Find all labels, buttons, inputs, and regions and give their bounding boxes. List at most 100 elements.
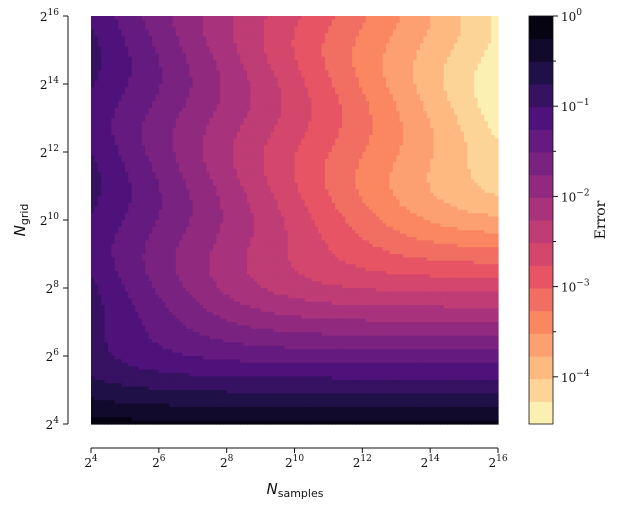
contour-cell: [128, 417, 133, 422]
contour-cell: [169, 148, 173, 153]
contour-cell: [104, 305, 109, 309]
contour-cell: [135, 373, 140, 377]
contour-cell: [175, 80, 180, 85]
contour-cell: [148, 124, 153, 129]
contour-cell: [104, 267, 109, 272]
contour-cell: [107, 396, 112, 401]
contour-cell: [148, 359, 153, 364]
contour-cell: [145, 19, 150, 24]
contour-cell: [145, 315, 150, 320]
contour-cell: [97, 53, 102, 58]
contour-cell: [94, 182, 99, 187]
contour-cell: [158, 162, 163, 167]
contour-cell: [111, 145, 116, 150]
contour-cell: [199, 345, 204, 350]
contour-cell: [152, 141, 157, 146]
contour-cell: [91, 267, 95, 272]
contour-cell: [169, 308, 173, 313]
contour-cell: [158, 362, 163, 367]
contour-cell: [179, 87, 184, 92]
contour-cell: [114, 284, 119, 289]
contour-cell: [162, 305, 167, 309]
contour-cell: [128, 128, 133, 133]
contour-cell: [182, 277, 187, 282]
contour-cell: [118, 50, 123, 54]
contour-cell: [158, 373, 163, 377]
contour-cell: [148, 250, 153, 255]
contour-cell: [152, 393, 157, 398]
contour-cell: [121, 383, 126, 388]
contour-cell: [138, 288, 143, 292]
contour-cell: [179, 305, 184, 309]
contour-cell: [148, 277, 153, 282]
contour-cell: [158, 43, 163, 48]
contour-cell: [138, 155, 143, 160]
contour-cell: [148, 169, 153, 173]
contour-cell: [165, 298, 170, 303]
contour-cell: [158, 328, 163, 333]
contour-cell: [114, 315, 119, 320]
contour-cell: [169, 335, 173, 340]
contour-cell: [182, 420, 187, 425]
contour-cell: [148, 135, 153, 139]
contour-cell: [124, 155, 129, 160]
contour-cell: [172, 345, 177, 350]
contour-cell: [148, 376, 153, 381]
contour-cell: [97, 342, 102, 347]
contour-cell: [162, 294, 167, 299]
contour-cell: [128, 339, 133, 343]
contour-cell: [121, 240, 126, 245]
contour-cell: [152, 240, 157, 245]
contour-cell: [141, 192, 146, 197]
contour-cell: [155, 158, 160, 163]
contour-cell: [128, 26, 133, 31]
contour-cell: [107, 36, 112, 41]
contour-cell: [182, 362, 187, 367]
contour-cell: [118, 379, 123, 384]
contour-cell: [124, 152, 129, 156]
contour-cell: [128, 383, 133, 388]
contour-cell: [148, 281, 153, 286]
contour-cell: [101, 97, 106, 102]
contour-cell: [107, 294, 112, 299]
contour-cell: [165, 189, 170, 194]
contour-cell: [114, 379, 119, 384]
contour-cell: [97, 141, 102, 146]
contour-cell: [94, 352, 99, 357]
contour-cell: [148, 155, 153, 160]
contour-cell: [94, 407, 99, 411]
contour-cell: [152, 277, 157, 282]
contour-cell: [131, 308, 136, 313]
contour-cell: [152, 315, 157, 320]
contour-cell: [91, 36, 95, 41]
contour-cell: [118, 90, 123, 95]
contour-cell: [138, 257, 143, 262]
contour-cell: [101, 328, 106, 333]
contour-cell: [121, 128, 126, 133]
contour-cell: [169, 107, 173, 112]
contour-cell: [138, 294, 143, 299]
contour-cell: [145, 206, 150, 211]
contour-cell: [155, 233, 160, 238]
contour-cell: [155, 128, 160, 133]
contour-cell: [121, 379, 126, 384]
contour-cell: [141, 250, 146, 255]
contour-cell: [91, 148, 95, 153]
contour-cell: [128, 407, 133, 411]
contour-cell: [97, 77, 102, 82]
contour-cell: [145, 131, 150, 136]
contour-cell: [114, 203, 119, 207]
contour-cell: [128, 50, 133, 54]
contour-cell: [97, 43, 102, 48]
contour-cell: [114, 121, 119, 126]
contour-cell: [172, 305, 177, 309]
contour-cell: [175, 301, 180, 306]
contour-cell: [111, 264, 116, 269]
contour-cell: [179, 417, 184, 422]
contour-cell: [162, 118, 167, 122]
contour-cell: [165, 339, 170, 343]
contour-cell: [131, 332, 136, 337]
contour-cell: [111, 230, 116, 235]
contour-cell: [155, 308, 160, 313]
contour-cell: [152, 63, 157, 68]
